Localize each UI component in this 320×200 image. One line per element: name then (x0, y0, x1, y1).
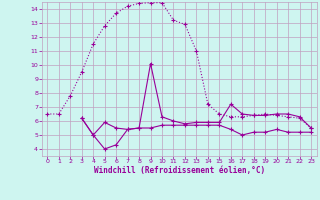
X-axis label: Windchill (Refroidissement éolien,°C): Windchill (Refroidissement éolien,°C) (94, 166, 265, 175)
